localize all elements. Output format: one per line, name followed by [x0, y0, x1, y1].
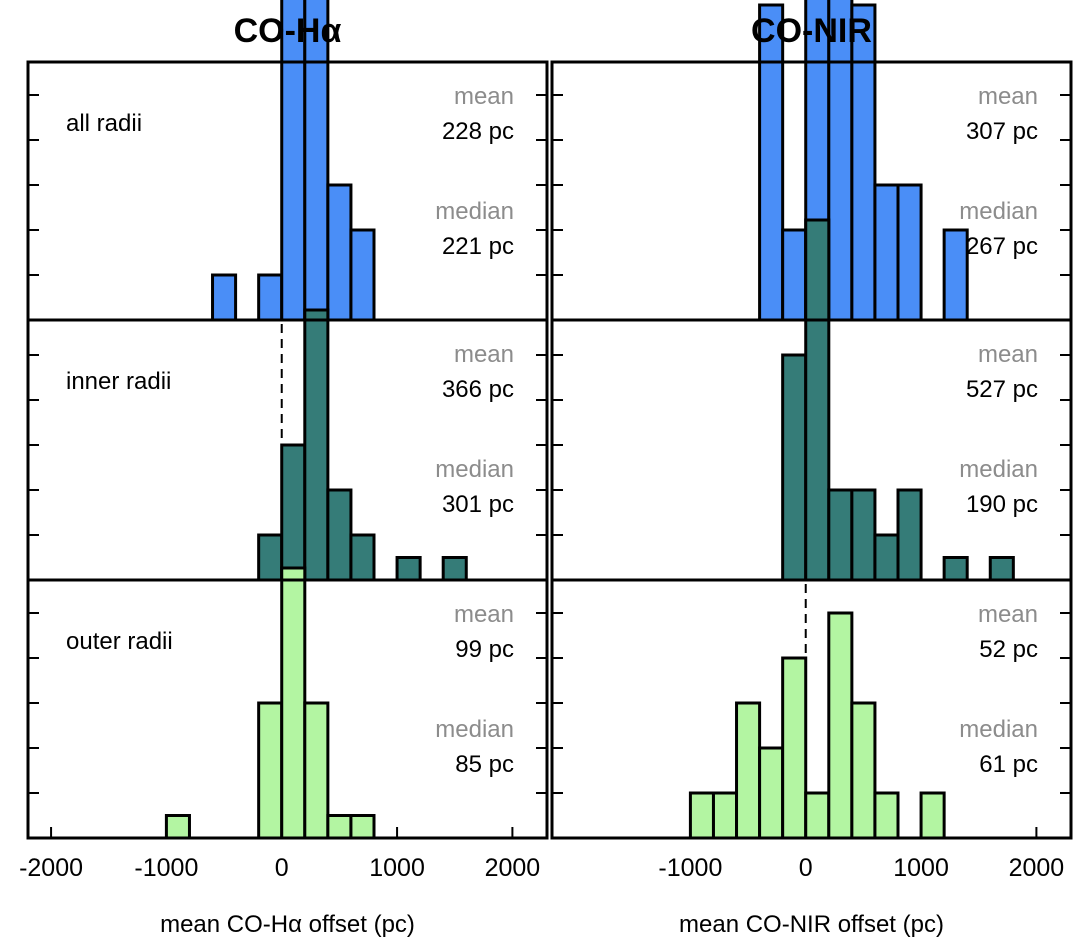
histogram-bar [804, 218, 831, 582]
column-title: CO-NIR [751, 12, 872, 50]
median-value: 267 pc [966, 233, 1038, 260]
panel-0: mean 228 pc median 221 pc all radii CO-Hα [26, 0, 549, 322]
mean-value: 527 pc [966, 376, 1038, 403]
mean-value: 366 pc [442, 376, 514, 403]
panel-5: mean 52 pc median 61 pc -1000 0 1000 2000 mean C… [550, 578, 1073, 938]
histogram-bar [257, 273, 284, 322]
mean-label: mean [978, 341, 1038, 368]
row-label: inner radii [66, 368, 171, 395]
histogram-bar [758, 746, 785, 840]
median-label: median [435, 456, 514, 483]
mean-value: 307 pc [966, 118, 1038, 145]
histogram-bar [688, 791, 715, 840]
mean-label: mean [978, 601, 1038, 628]
histogram-bar [395, 556, 422, 582]
histogram-bar [280, 443, 307, 582]
median-label: median [435, 198, 514, 225]
histogram-bar [303, 308, 330, 582]
x-tick-label: 1000 [369, 854, 425, 882]
histogram-bar [326, 488, 353, 582]
histogram-bar [211, 273, 238, 322]
median-label: median [959, 198, 1038, 225]
histogram-bar [735, 701, 762, 840]
panel-frame [26, 578, 549, 840]
histogram-bar [164, 814, 191, 840]
histogram-bar [827, 611, 854, 840]
x-tick-label: 2000 [1009, 854, 1065, 882]
histogram-bar [711, 791, 739, 840]
mean-value: 99 pc [455, 636, 514, 663]
mean-label: mean [978, 83, 1038, 110]
histogram-bar [850, 488, 877, 582]
panel-frame [550, 578, 1073, 840]
histogram-bar [257, 701, 284, 840]
histogram-bar [827, 488, 854, 582]
histogram-bar [441, 556, 468, 582]
histogram-bar [349, 533, 376, 582]
histogram-bar [303, 701, 330, 840]
histogram-bar [257, 533, 284, 582]
row-label: all radii [66, 110, 142, 137]
x-tick-label: 2000 [485, 854, 541, 882]
x-tick-label: 0 [275, 854, 289, 882]
x-tick-label: -2000 [19, 854, 83, 882]
histogram-bar [873, 183, 900, 322]
histogram-bar [349, 228, 376, 322]
x-tick-label: 0 [799, 854, 813, 882]
histogram-bar [280, 566, 307, 840]
x-tick-label: 1000 [893, 854, 949, 882]
x-tick-label: -1000 [134, 854, 198, 882]
median-label: median [959, 456, 1038, 483]
median-value: 190 pc [966, 491, 1038, 518]
panel-4: mean 99 pc median 85 pc outer radii -2000 -100… [19, 566, 549, 938]
histogram-bar [758, 3, 785, 322]
histogram-bar [850, 701, 877, 840]
histogram-bar [873, 791, 900, 840]
x-axis-label: mean CO-NIR offset (pc) [679, 911, 944, 938]
histogram-bar [326, 814, 353, 840]
median-value: 61 pc [979, 751, 1038, 778]
histogram-bar [942, 228, 969, 322]
median-value: 85 pc [455, 751, 514, 778]
histogram-bar [896, 488, 923, 582]
histogram-bar [349, 814, 376, 840]
histogram-bar [781, 353, 808, 582]
row-label: outer radii [66, 628, 173, 655]
histogram-bar [942, 556, 969, 582]
mean-label: mean [454, 83, 514, 110]
histogram-bar [850, 3, 877, 322]
histogram-bar [326, 183, 353, 322]
histogram-bar [781, 656, 808, 840]
median-label: median [435, 716, 514, 743]
x-axis-label: mean CO-Hα offset (pc) [160, 911, 415, 938]
panel-3: mean 527 pc median 190 pc [550, 218, 1073, 582]
histogram-bar [873, 533, 900, 582]
histogram-bar [804, 791, 831, 840]
mean-value: 228 pc [442, 118, 514, 145]
mean-label: mean [454, 341, 514, 368]
histogram-bar [781, 228, 808, 322]
median-label: median [959, 716, 1038, 743]
median-value: 301 pc [442, 491, 514, 518]
histogram-bar [896, 183, 923, 322]
column-title: CO-Hα [234, 12, 342, 50]
histogram-bar [919, 791, 946, 840]
x-tick-label: -1000 [658, 854, 722, 882]
histogram-bar [988, 556, 1015, 582]
median-value: 221 pc [442, 233, 514, 260]
panel-2: mean 366 pc median 301 pc inner radii [26, 308, 549, 582]
mean-value: 52 pc [979, 636, 1038, 663]
mean-label: mean [454, 601, 514, 628]
